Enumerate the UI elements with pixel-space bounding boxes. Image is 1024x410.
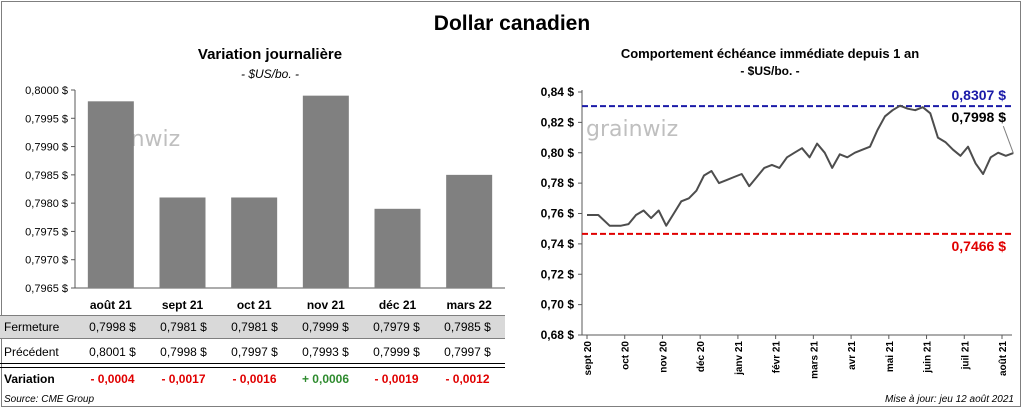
watermark-logo: grainwiz	[586, 117, 678, 142]
line-chart-subtitle: - $US/bo. -	[740, 64, 800, 78]
bar-chart-subtitle: - $US/bo. -	[240, 67, 300, 81]
low-value-label: 0,7466 $	[952, 238, 1007, 254]
line-y-tick-label: 0,72 $	[541, 267, 575, 281]
line-x-tick-label: janv 21	[734, 341, 745, 376]
line-x-tick-label: mars 21	[809, 341, 820, 379]
line-x-tick-label: déc 20	[696, 341, 707, 373]
line-y-tick-label: 0,82 $	[541, 115, 575, 129]
table-cell: 0,7981 $	[160, 320, 207, 334]
row-label: Variation	[4, 372, 55, 386]
bar-y-tick-label: 0,7970 $	[25, 255, 68, 267]
table-row-previous: Précédent 0,8001 $ 0,7998 $ 0,7997 $ 0,7…	[0, 341, 505, 364]
line-y-tick-label: 0,84 $	[541, 85, 575, 99]
bar-x-label: déc 21	[379, 298, 417, 312]
table-cell: 0,7997 $	[444, 345, 491, 359]
bar	[302, 95, 349, 289]
bar-chart-title: Variation journalière	[197, 46, 343, 63]
bar-y-tick-label: 0,7990 $	[25, 142, 68, 154]
line-x-tick-label: août 21	[998, 341, 1009, 376]
row-label: Précédent	[4, 345, 59, 359]
update-note: Mise à jour: jeu 12 août 2021	[885, 394, 1014, 405]
table-row-variation: Variation - 0,0004 - 0,0017 - 0,0016 + 0…	[0, 367, 505, 390]
bar-y-tick-label: 0,8000 $	[25, 85, 68, 97]
bar	[374, 208, 421, 288]
line-x-tick-label: sept 20	[583, 341, 594, 376]
table-cell: - 0,0019	[374, 372, 419, 386]
table-cell: 0,7985 $	[444, 320, 491, 334]
line-y-tick-label: 0,78 $	[541, 176, 575, 190]
table-cell: 0,7979 $	[373, 320, 420, 334]
table-cell: + 0,0006	[301, 372, 350, 386]
bar	[159, 197, 206, 288]
table-cell: - 0,0012	[445, 372, 490, 386]
page-title: Dollar canadien	[433, 12, 591, 35]
line-chart-title: Comportement échéance immédiate depuis 1…	[620, 46, 920, 61]
bar-y-tick-label: 0,7975 $	[25, 226, 68, 238]
bar-x-label: août 21	[90, 298, 132, 312]
price-series-line	[587, 104, 1014, 227]
bar-y-tick-label: 0,7980 $	[25, 198, 68, 210]
line-x-tick-label: nov 20	[658, 341, 669, 373]
bar-x-label: nov 21	[307, 298, 345, 312]
table-cell: 0,7998 $	[160, 345, 207, 359]
table-cell: - 0,0016	[232, 372, 277, 386]
line-y-tick-label: 0,70 $	[541, 298, 575, 312]
table-cell: 0,7997 $	[231, 345, 278, 359]
last-value-leader	[1002, 125, 1014, 154]
line-y-tick-label: 0,80 $	[541, 146, 575, 160]
line-x-tick-label: avr 21	[847, 341, 858, 370]
last-value-label: 0,7998 $	[952, 109, 1007, 125]
table-cell: 0,7993 $	[302, 345, 349, 359]
line-x-tick-label: juin 21	[923, 341, 934, 374]
bar-x-label: oct 21	[237, 298, 272, 312]
line-y-tick-label: 0,74 $	[541, 237, 575, 251]
bar	[446, 174, 493, 288]
line-y-tick-label: 0,68 $	[541, 328, 575, 342]
table-cell: 0,7998 $	[89, 320, 136, 334]
line-x-tick-label: févr 21	[772, 341, 783, 374]
high-value-label: 0,8307 $	[952, 87, 1007, 103]
table-row-close: Fermeture 0,7998 $ 0,7981 $ 0,7981 $ 0,7…	[0, 315, 505, 339]
line-x-tick-label: oct 20	[621, 341, 632, 370]
bar	[87, 101, 134, 288]
bar-y-tick-label: 0,7985 $	[25, 170, 68, 182]
bar-x-label: mars 22	[446, 298, 492, 312]
row-label: Fermeture	[4, 320, 60, 334]
table-cell: 0,7999 $	[302, 320, 349, 334]
line-y-tick-label: 0,76 $	[541, 207, 575, 221]
table-cell: - 0,0004	[90, 372, 135, 386]
bar-y-tick-label: 0,7965 $	[25, 283, 68, 295]
table-cell: 0,7999 $	[373, 345, 420, 359]
source-note: Source: CME Group	[4, 394, 95, 405]
bar-x-label: sept 21	[162, 298, 204, 312]
table-cell: - 0,0017	[161, 372, 206, 386]
table-cell: 0,7981 $	[231, 320, 278, 334]
bar-y-tick-label: 0,7995 $	[25, 113, 68, 125]
table-cell: 0,8001 $	[89, 345, 136, 359]
line-x-tick-label: mai 21	[885, 341, 896, 373]
bar	[231, 197, 278, 288]
line-x-tick-label: juil 21	[960, 341, 971, 371]
